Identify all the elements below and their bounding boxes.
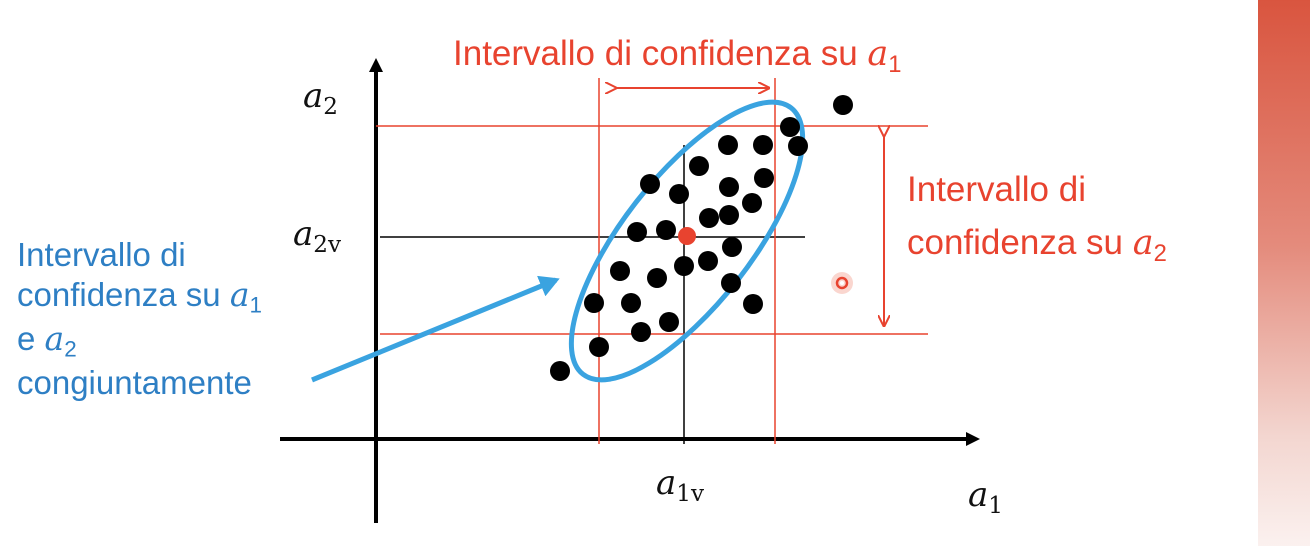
data-point: [833, 95, 853, 115]
laser-pointer-dot: [831, 272, 853, 294]
data-point: [699, 208, 719, 228]
data-point: [689, 156, 709, 176]
data-point: [550, 361, 570, 381]
data-point: [621, 293, 641, 313]
data-point: [743, 294, 763, 314]
data-point: [631, 322, 651, 342]
joint-interval-label: Intervallo di confidenza su a1 e a2 cong…: [17, 236, 262, 402]
a2-interval-label: Intervallo di confidenza su a2: [907, 170, 1167, 267]
data-point: [674, 256, 694, 276]
data-point: [780, 117, 800, 137]
data-points: [550, 95, 853, 381]
joint-label-arrow: [311, 275, 560, 383]
decorative-sidebar: [1258, 0, 1310, 546]
data-point: [719, 205, 739, 225]
estimate-point: [678, 227, 696, 245]
x-axis-label: a1: [968, 475, 1003, 519]
a1-interval-label: Intervallo di confidenza su a1: [453, 34, 902, 79]
data-point: [647, 268, 667, 288]
y-axis-label: a2: [303, 76, 338, 120]
data-point: [742, 193, 762, 213]
data-point: [722, 237, 742, 257]
data-point: [584, 293, 604, 313]
data-point: [719, 177, 739, 197]
data-point: [718, 135, 738, 155]
data-point: [627, 222, 647, 242]
data-point: [610, 261, 630, 281]
data-point: [669, 184, 689, 204]
data-point: [788, 136, 808, 156]
data-point: [721, 273, 741, 293]
data-point: [753, 135, 773, 155]
a2v-label: a2v: [293, 214, 342, 258]
data-point: [659, 312, 679, 332]
data-point: [656, 220, 676, 240]
data-point: [698, 251, 718, 271]
data-point: [640, 174, 660, 194]
a1v-label: a1v: [656, 463, 705, 507]
data-point: [589, 337, 609, 357]
data-point: [754, 168, 774, 188]
